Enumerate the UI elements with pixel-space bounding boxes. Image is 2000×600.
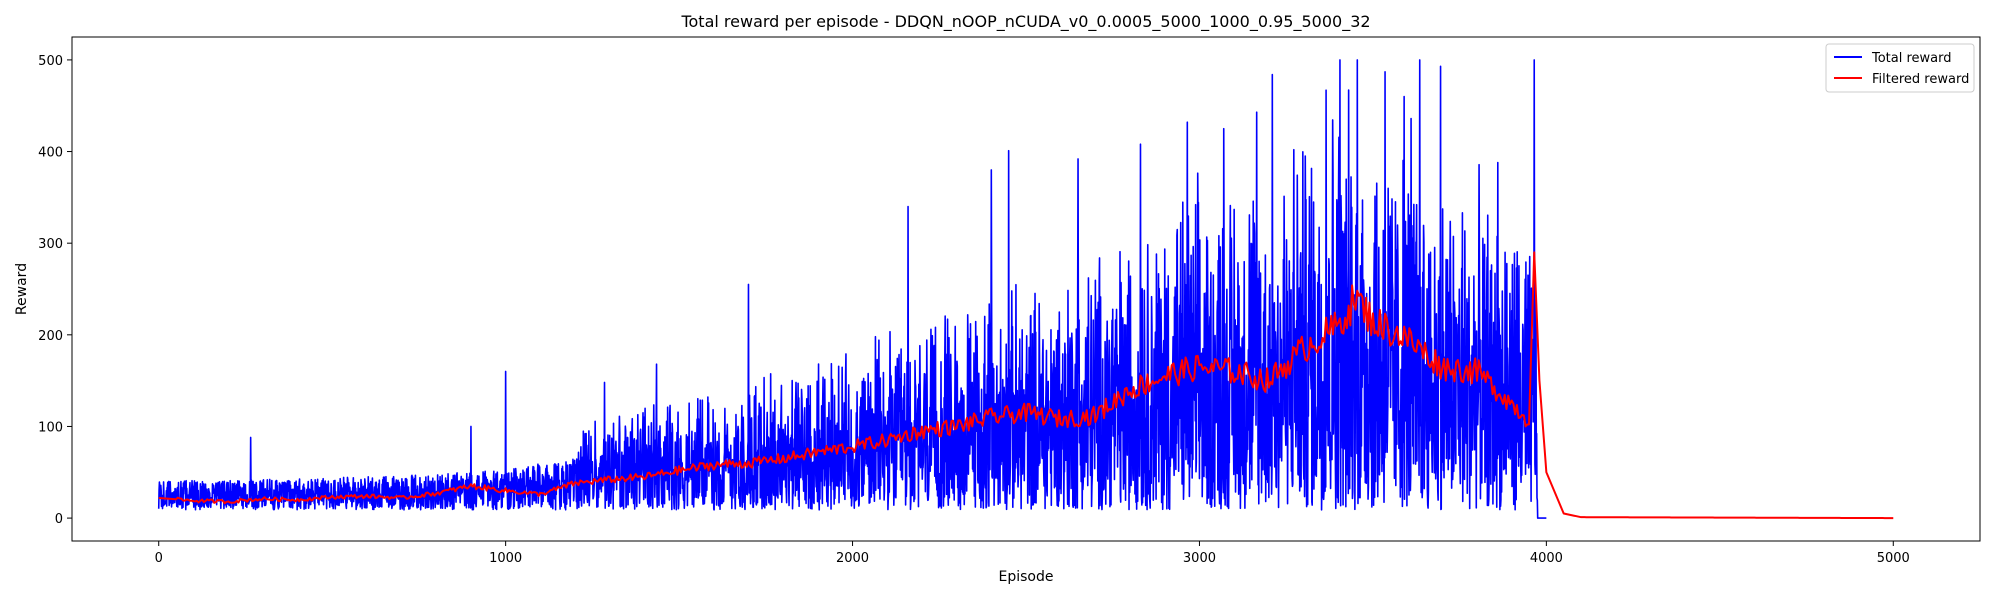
y-tick-label: 400 <box>38 146 63 161</box>
x-tick-label: 0 <box>155 551 163 566</box>
y-tick-label: 500 <box>38 54 63 69</box>
y-tick-label: 0 <box>55 512 63 527</box>
x-tick-label: 4000 <box>1530 551 1563 566</box>
x-tick-label: 2000 <box>836 551 869 566</box>
y-tick-label: 200 <box>38 329 63 344</box>
y-axis: 0 100 200 300 400 500 <box>38 54 72 527</box>
plot-frame <box>71 36 1981 542</box>
x-tick-label: 3000 <box>1183 551 1216 566</box>
x-tick-label: 5000 <box>1877 551 1910 566</box>
chart-title: Total reward per episode - DDQN_nOOP_nCU… <box>680 12 1370 32</box>
legend-box <box>1825 43 1975 93</box>
filtered-reward-line <box>158 251 1894 520</box>
legend: Total reward Filtered reward <box>1825 43 1975 93</box>
x-axis: 0 1000 2000 3000 4000 5000 <box>155 541 1910 566</box>
filtered-reward-series <box>158 251 1894 520</box>
legend-label-filtered-reward: Filtered reward <box>1872 72 1969 87</box>
y-axis-label: Reward <box>14 263 30 315</box>
legend-label-total-reward: Total reward <box>1871 51 1952 66</box>
y-tick-label: 100 <box>38 420 63 435</box>
y-tick-label: 300 <box>38 237 63 252</box>
x-tick-label: 1000 <box>489 551 522 566</box>
x-axis-label: Episode <box>999 569 1054 585</box>
